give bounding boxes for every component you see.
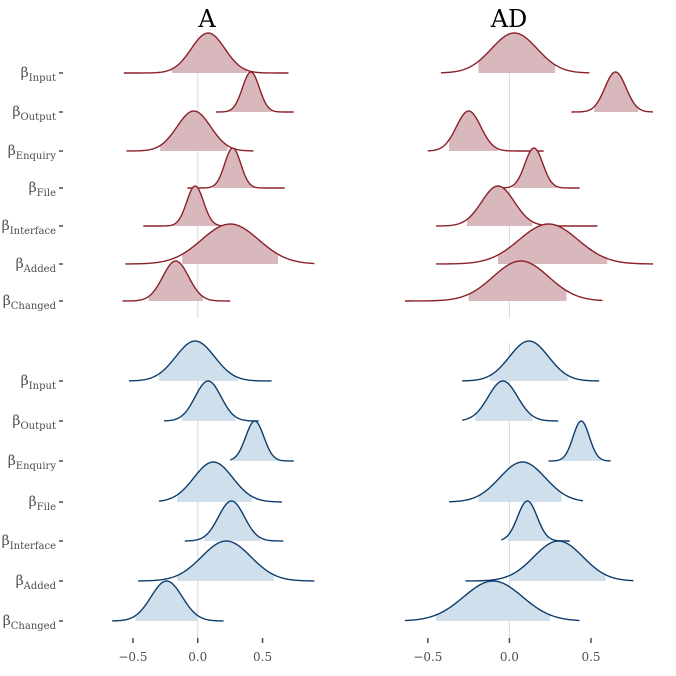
x-tick-label-a-2: 0.5 xyxy=(253,650,272,664)
interval-blue-a-interface xyxy=(204,501,260,541)
param-label-red-added: βAdded xyxy=(16,256,57,275)
density-blue-a-file xyxy=(158,461,283,503)
density-blue-ad-enquiry xyxy=(548,420,611,462)
interval-blue-ad-output xyxy=(475,381,533,421)
density-blue-ad-added xyxy=(465,540,634,582)
interval-red-a-output xyxy=(228,72,272,112)
density-red-ad-interface xyxy=(435,185,598,227)
interval-blue-a-enquiry xyxy=(232,421,279,461)
density-red-a-input xyxy=(123,32,289,74)
interval-red-a-interface xyxy=(171,186,218,226)
param-label-blue-interface: βInterface xyxy=(2,533,56,552)
interval-blue-ad-file xyxy=(478,462,562,502)
density-red-ad-enquiry xyxy=(427,110,544,152)
interval-red-a-changed xyxy=(148,261,203,301)
density-blue-ad-output xyxy=(461,380,559,422)
param-label-red-output: βOutput xyxy=(12,104,56,123)
density-blue-a-changed xyxy=(112,580,224,622)
interval-blue-a-added xyxy=(177,541,275,581)
interval-red-ad-output xyxy=(594,72,639,112)
density-red-ad-file xyxy=(494,147,580,189)
param-label-red-changed: βChanged xyxy=(3,293,57,312)
interval-blue-a-input xyxy=(158,341,238,381)
density-blue-a-enquiry xyxy=(229,420,294,462)
density-red-ad-input xyxy=(440,32,590,74)
interval-red-a-input xyxy=(171,33,247,73)
interval-blue-ad-input xyxy=(489,341,569,381)
density-red-a-output xyxy=(215,71,294,113)
param-label-red-enquiry: βEnquiry xyxy=(8,143,57,162)
x-tick-label-a-0: −0.5 xyxy=(118,650,147,664)
x-tick-label-ad-2: 0.5 xyxy=(581,650,600,664)
panel-title-a: A xyxy=(197,5,216,33)
density-blue-a-added xyxy=(138,540,315,582)
param-label-red-interface: βInterface xyxy=(2,218,56,237)
interval-red-a-added xyxy=(182,224,279,264)
interval-red-ad-added xyxy=(498,224,608,264)
density-ridges xyxy=(112,32,654,622)
interval-blue-ad-changed xyxy=(436,581,551,621)
interval-blue-a-changed xyxy=(135,581,198,621)
interval-red-ad-interface xyxy=(467,186,533,226)
panel-title-ad: AD xyxy=(490,5,528,33)
param-label-blue-enquiry: βEnquiry xyxy=(8,453,57,472)
density-blue-a-input xyxy=(129,340,272,382)
density-red-ad-output xyxy=(571,71,654,113)
density-blue-ad-file xyxy=(449,461,583,503)
interval-blue-ad-added xyxy=(509,541,606,581)
parameter-labels: βInput βOutput βEnquiry βFile βInterface βAdd… xyxy=(2,65,63,632)
density-red-ad-added xyxy=(436,223,654,265)
x-tick-label-ad-0: −0.5 xyxy=(413,650,442,664)
interval-blue-ad-enquiry xyxy=(561,421,601,461)
density-red-a-added xyxy=(125,223,315,265)
density-red-a-changed xyxy=(122,260,231,302)
interval-blue-ad-interface xyxy=(507,501,549,541)
density-blue-ad-changed xyxy=(404,580,580,622)
interval-red-ad-enquiry xyxy=(449,111,498,151)
density-blue-ad-input xyxy=(462,340,600,382)
interval-red-a-file xyxy=(213,148,255,188)
interval-red-a-enquiry xyxy=(160,111,228,151)
interval-red-ad-changed xyxy=(468,261,567,301)
interval-blue-a-output xyxy=(182,381,236,421)
x-tick-label-a-1: 0.0 xyxy=(188,650,207,664)
density-red-a-file xyxy=(187,147,285,189)
param-label-blue-changed: βChanged xyxy=(3,613,57,632)
param-label-red-input: βInput xyxy=(21,65,56,84)
x-tick-label-ad-1: 0.0 xyxy=(500,650,519,664)
interval-blue-a-file xyxy=(177,462,253,502)
param-label-blue-file: βFile xyxy=(29,494,56,513)
param-label-blue-added: βAdded xyxy=(16,573,57,592)
density-blue-a-output xyxy=(164,380,259,422)
density-blue-a-interface xyxy=(184,500,284,542)
param-label-blue-input: βInput xyxy=(21,373,56,392)
density-red-ad-changed xyxy=(405,260,603,302)
param-label-red-file: βFile xyxy=(29,180,56,199)
x-axis-ticks: −0.5 0.0 0.5 −0.5 0.0 0.5 xyxy=(118,638,601,664)
interval-red-ad-input xyxy=(478,33,556,73)
param-label-blue-output: βOutput xyxy=(12,413,56,432)
interval-red-ad-file xyxy=(512,148,557,188)
